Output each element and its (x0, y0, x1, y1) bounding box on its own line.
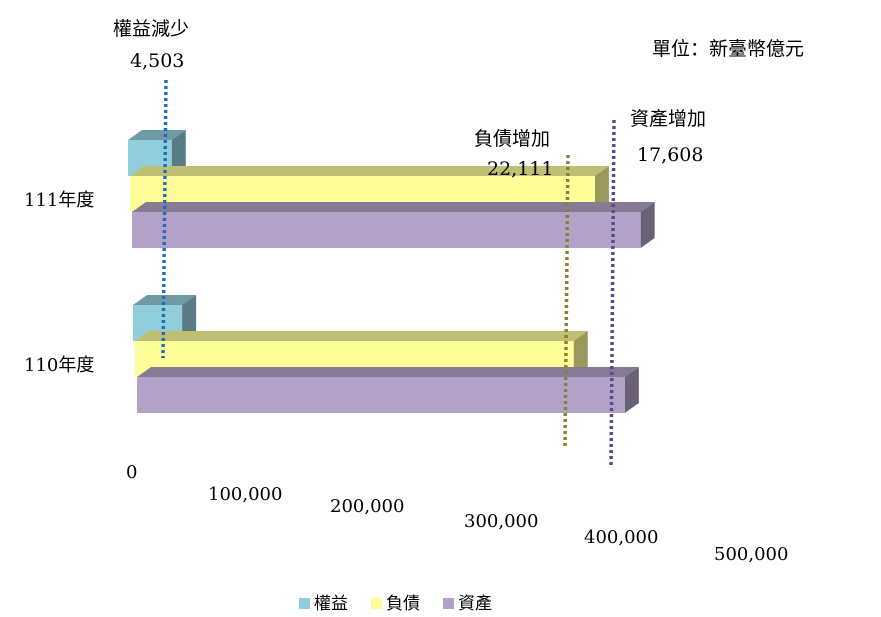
legend-swatch-asset (443, 598, 454, 609)
annotation-equity-value: 4,503 (130, 50, 184, 72)
annotation-liability-label: 負債增加 (474, 128, 550, 150)
legend: 權益 負債 資產 (299, 594, 492, 614)
labels: 111年度 110年度 單位：新臺幣億元 權益減少 4,503 負債增加 22,… (24, 18, 804, 376)
category-label-110: 110年度 (24, 355, 94, 376)
annotation-asset-value: 17,608 (637, 144, 703, 166)
x-tick-label: 0 (126, 462, 137, 483)
bar-top (130, 166, 609, 176)
bar-side (182, 295, 197, 341)
bar-top (135, 331, 588, 341)
annotation-equity-label: 權益減少 (113, 18, 189, 40)
annotation-line (609, 119, 616, 469)
bar-side (573, 331, 588, 377)
annotation-line (161, 79, 168, 359)
x-tick-label: 200,000 (330, 496, 404, 517)
legend-swatch-equity (299, 598, 310, 609)
bars (128, 130, 655, 413)
legend-label-asset: 資產 (458, 594, 492, 614)
bar-top (128, 130, 186, 140)
annotation-liability-value: 22,111 (487, 158, 553, 180)
x-tick-label: 500,000 (714, 544, 788, 565)
bar-front (132, 212, 641, 248)
gridline (126, 100, 128, 442)
category-label-111: 111年度 (24, 190, 94, 211)
x-tick-label: 300,000 (464, 511, 538, 532)
annotation-line (563, 154, 570, 449)
x-tick-label: 100,000 (208, 484, 282, 505)
legend-label-liability: 負債 (386, 594, 420, 614)
bar-side (640, 202, 655, 248)
annotation-lines (161, 79, 616, 469)
annotation-asset-label: 資產增加 (630, 108, 706, 130)
bar-top (133, 295, 197, 305)
bar-side (624, 367, 639, 413)
x-tick-label: 400,000 (584, 527, 658, 548)
unit-label: 單位：新臺幣億元 (652, 38, 804, 60)
x-axis-ticks: 0 100,000 200,000 300,000 400,000 500,000 (126, 462, 788, 565)
bar-front (137, 377, 625, 413)
legend-swatch-liability (371, 598, 382, 609)
legend-label-equity: 權益 (314, 594, 348, 614)
gridline (778, 100, 881, 512)
axis-baseline (126, 420, 168, 442)
gridline (388, 100, 460, 470)
bar-side (171, 130, 186, 176)
bar-side (594, 166, 609, 212)
bar-top (137, 367, 639, 377)
bar-top (132, 202, 655, 212)
